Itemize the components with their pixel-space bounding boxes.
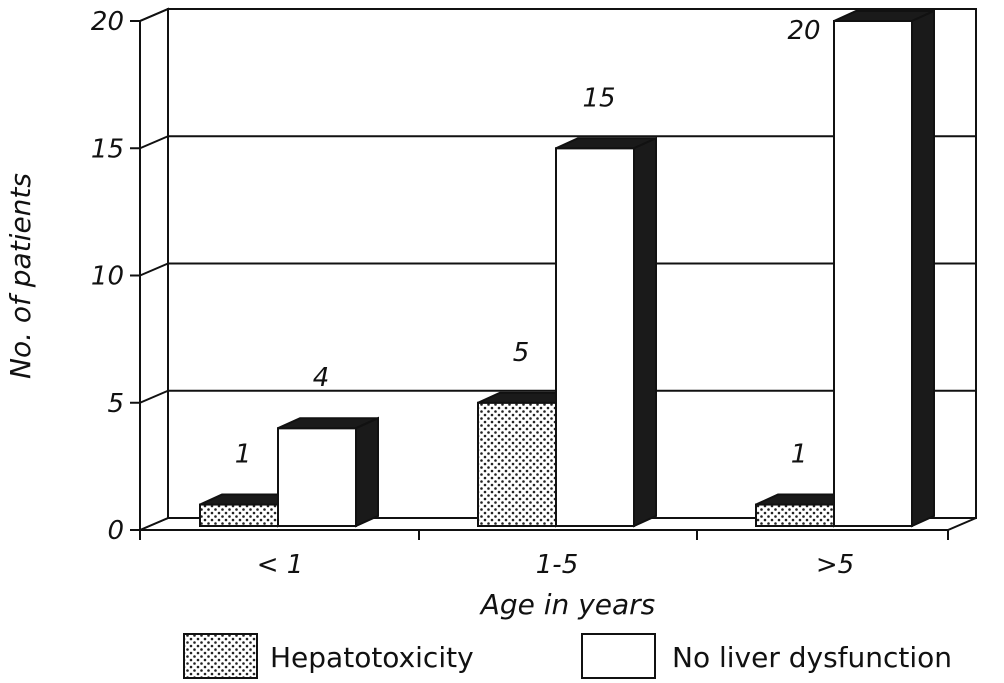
x-tick-label: >5 — [816, 550, 854, 580]
bar-front — [199, 503, 279, 527]
y-axis-title: No. of patients — [4, 173, 37, 379]
legend-label-no-liver-dysfunction: No liver dysfunction — [672, 641, 952, 674]
bar-side — [911, 9, 935, 528]
y-tick-label: 0 — [107, 516, 124, 546]
legend-swatch-hepatotoxicity — [183, 633, 258, 679]
data-label: 15 — [582, 83, 615, 113]
bar — [555, 136, 657, 528]
x-tick-label: < 1 — [257, 550, 304, 580]
data-labels: 1 4 5 15 1 20 — [235, 16, 821, 470]
bar-side — [633, 136, 657, 528]
bar-front — [477, 401, 557, 527]
gridline-depth — [139, 8, 169, 22]
data-label: 20 — [787, 16, 820, 46]
legend-label-hepatotoxicity: Hepatotoxicity — [270, 641, 474, 674]
data-label: 5 — [513, 338, 530, 368]
bar-front — [833, 20, 913, 527]
x-tick-label: 1-5 — [536, 550, 578, 580]
bar — [833, 9, 935, 528]
bars — [199, 9, 935, 528]
gridline-depth — [139, 135, 169, 150]
y-tick-label: 15 — [91, 134, 124, 164]
y-tick-label: 10 — [91, 262, 124, 292]
bar-front — [755, 503, 835, 527]
gridline-depth — [139, 389, 169, 404]
data-label: 1 — [791, 440, 808, 470]
bar-side — [355, 416, 379, 528]
bar — [277, 416, 379, 528]
y-tick-label: 20 — [91, 7, 124, 37]
bar-front — [555, 147, 635, 527]
x-axis-title: Age in years — [479, 588, 656, 621]
bar-front — [277, 427, 357, 528]
gridline-depth — [139, 262, 169, 277]
data-label: 4 — [313, 363, 330, 393]
data-label: 1 — [235, 440, 252, 470]
legend: Hepatotoxicity No liver dysfunction — [183, 633, 952, 679]
legend-swatch-no-liver-dysfunction — [581, 633, 656, 679]
y-tick-label: 5 — [107, 389, 124, 419]
